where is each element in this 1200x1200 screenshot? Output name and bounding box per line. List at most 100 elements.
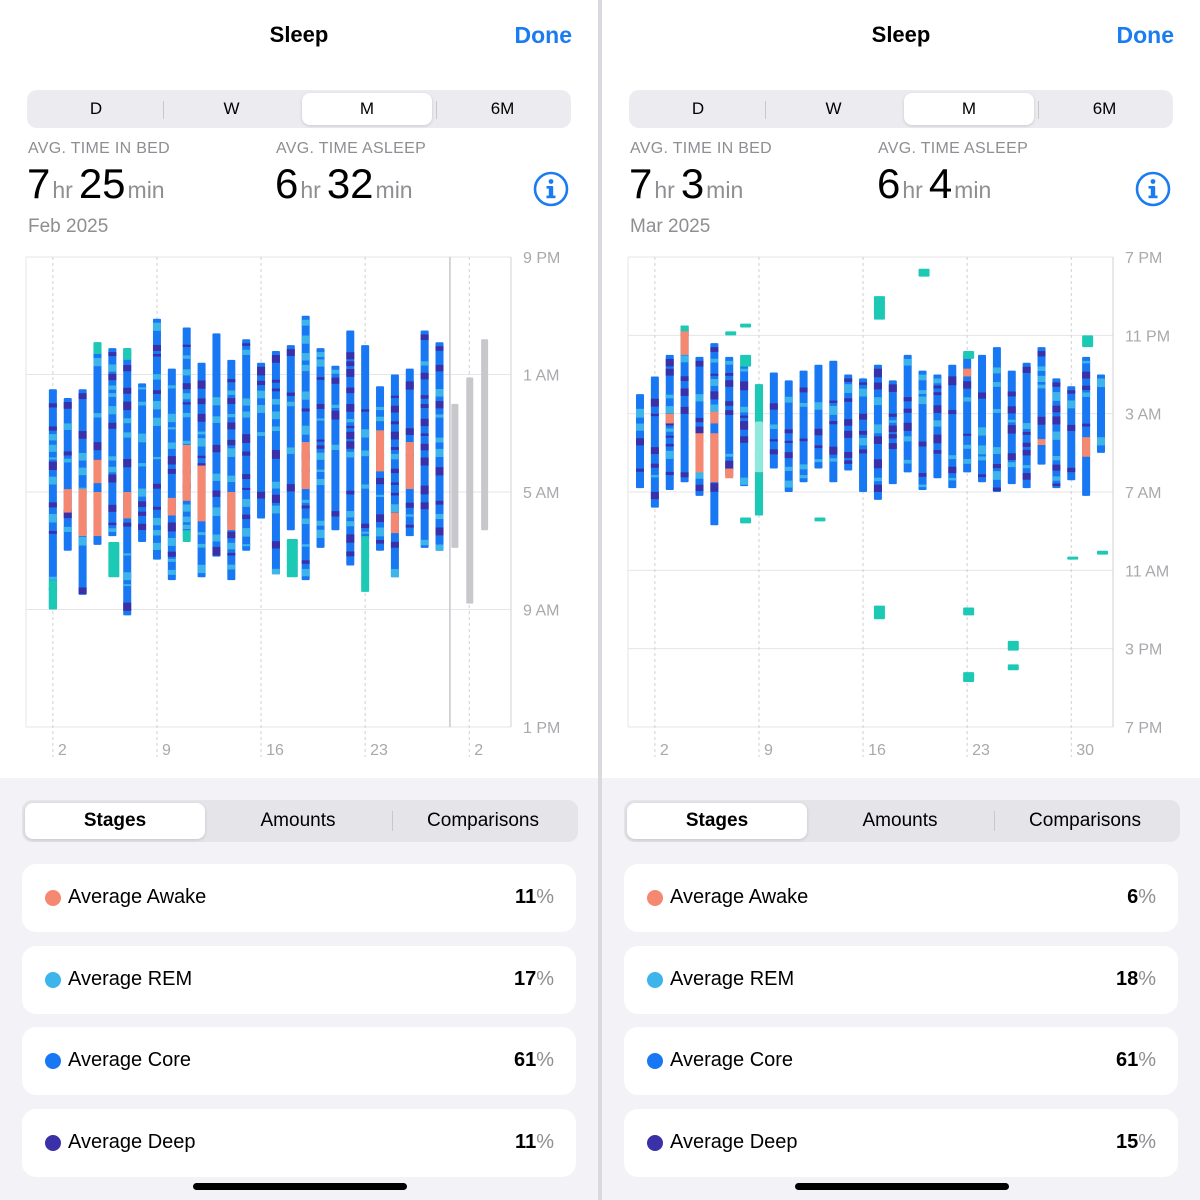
sleep-bar-day-5[interactable] (93, 342, 102, 545)
rem-segment (197, 564, 206, 574)
sleep-bar-day-21[interactable] (933, 374, 942, 479)
sleep-bar-day-18[interactable] (888, 380, 897, 485)
sleep-bar-day-30[interactable] (1067, 386, 1079, 560)
sleep-bar-day-31[interactable] (481, 339, 489, 531)
sleep-bar-day-12[interactable] (197, 362, 206, 578)
sleep-bar-day-18[interactable] (286, 345, 298, 578)
sleep-bar-day-27[interactable] (1022, 362, 1031, 489)
sleep-bar-day-27[interactable] (420, 330, 429, 548)
done-button[interactable]: Done (1116, 22, 1175, 48)
sleep-bar-day-8[interactable] (740, 323, 752, 524)
sleep-bar-day-3[interactable] (63, 398, 72, 551)
sleep-bar-day-26[interactable] (1007, 370, 1019, 671)
tab-comparisons[interactable]: Comparisons (427, 810, 539, 831)
stage-row-deep[interactable]: Average Deep 15% (624, 1108, 1178, 1177)
sleep-bar-day-19[interactable] (903, 354, 912, 473)
sleep-bar-day-30[interactable] (466, 377, 474, 604)
tab-stages[interactable]: Stages (25, 803, 205, 839)
sleep-bar-day-15[interactable] (242, 339, 251, 551)
sleep-bar-day-20[interactable] (918, 268, 930, 491)
info-circle-icon[interactable] (1134, 170, 1172, 208)
info-circle-icon[interactable] (532, 170, 570, 208)
sleep-bar-day-29[interactable] (1052, 378, 1061, 489)
sleep-bar-day-11[interactable] (784, 380, 793, 492)
sleep-bar-day-10[interactable] (769, 372, 778, 469)
rem-segment (212, 473, 221, 481)
sleep-bar-day-28[interactable] (435, 342, 444, 551)
sleep-bar-day-10[interactable] (167, 368, 176, 581)
sleep-bar-day-13[interactable] (212, 333, 221, 557)
sleep-bar-day-16[interactable] (859, 378, 868, 492)
sleep-bar-day-21[interactable] (331, 365, 340, 531)
sleep-bar-day-22[interactable] (948, 364, 957, 489)
sleep-bar-day-9[interactable] (754, 384, 763, 516)
sleep-bar-day-2[interactable] (48, 389, 57, 610)
stage-row-awake[interactable]: Average Awake 6% (624, 864, 1178, 932)
range-option-m[interactable]: M (302, 93, 432, 125)
range-option-m[interactable]: M (904, 93, 1034, 125)
tab-amounts[interactable]: Amounts (862, 810, 938, 831)
sleep-bar-day-23[interactable] (963, 351, 975, 682)
sleep-bar-day-24[interactable] (978, 354, 987, 483)
sleep-bar-day-14[interactable] (227, 359, 236, 581)
deep-segment (212, 490, 221, 497)
deep-segment (420, 433, 429, 436)
range-option-d[interactable]: D (89, 99, 103, 118)
sleep-bar-day-25[interactable] (390, 374, 399, 578)
sleep-bar-day-20[interactable] (316, 348, 325, 548)
sleep-bar-day-15[interactable] (844, 374, 853, 471)
deep-segment (963, 433, 972, 436)
range-option-w[interactable]: W (223, 99, 240, 118)
sleep-bar-day-13[interactable] (814, 364, 826, 522)
sleep-bar-day-23[interactable] (361, 345, 370, 592)
sleep-bar-day-29[interactable] (451, 403, 459, 548)
time-asleep-value: 6hr 32min (275, 160, 419, 208)
sleep-bar-day-9[interactable] (152, 318, 161, 560)
sleep-bar-day-26[interactable] (405, 368, 414, 537)
percent-sign: % (1138, 967, 1156, 990)
sleep-bar-day-4[interactable] (680, 325, 689, 483)
sleep-bar-day-22[interactable] (346, 330, 355, 566)
tab-amounts[interactable]: Amounts (260, 810, 336, 831)
sleep-bar-day-25[interactable] (992, 347, 1001, 492)
stage-row-rem[interactable]: Average REM 18% (624, 945, 1178, 1014)
stage-row-core[interactable]: Average Core 61% (624, 1027, 1178, 1095)
stage-row-awake[interactable]: Average Awake 11% (22, 864, 576, 932)
stage-row-rem[interactable]: Average REM 17% (22, 945, 576, 1014)
sleep-bar-day-14[interactable] (829, 360, 838, 483)
sleep-bar-day-5[interactable] (695, 356, 704, 496)
sleep-bar-day-19[interactable] (301, 315, 310, 581)
sleep-bar-day-7[interactable] (123, 348, 132, 616)
sleep-bar-day-3[interactable] (665, 354, 674, 491)
sleep-bar-day-32[interactable] (1097, 374, 1108, 555)
done-button[interactable]: Done (514, 22, 573, 48)
sleep-bar-day-31[interactable] (1082, 335, 1094, 496)
sleep-bar-day-8[interactable] (138, 383, 147, 542)
sleep-bar-day-17[interactable] (271, 351, 280, 575)
sleep-bar-day-28[interactable] (1037, 347, 1046, 465)
range-option-6m[interactable]: 6M (490, 99, 515, 118)
sleep-bar-day-12[interactable] (799, 370, 808, 483)
sleep-chart: 9 PM 1 AM 5 AM 9 AM 1 PM 2 9 16 23 2 (25, 250, 560, 759)
rem-segment (873, 477, 882, 482)
percentage-value: 11 (515, 1130, 537, 1153)
sleep-bar-day-11[interactable] (182, 327, 191, 542)
sleep-bar-day-17[interactable] (873, 296, 885, 620)
sleep-bar-day-6[interactable] (108, 348, 120, 578)
sleep-bar-day-4[interactable] (78, 389, 87, 595)
deep-segment (78, 587, 87, 594)
range-option-6m[interactable]: 6M (1092, 99, 1117, 118)
sleep-bar-day-16[interactable] (257, 362, 266, 519)
range-option-d[interactable]: D (691, 99, 705, 118)
tab-comparisons[interactable]: Comparisons (1029, 810, 1141, 831)
sleep-bar-day-6[interactable] (710, 343, 719, 526)
sleep-bar-day-2[interactable] (650, 376, 659, 508)
stage-row-deep[interactable]: Average Deep 11% (22, 1108, 576, 1177)
deep-segment (814, 428, 823, 436)
sleep-bar-day-1[interactable] (636, 394, 644, 489)
sleep-bar-day-7[interactable] (725, 331, 737, 479)
range-option-w[interactable]: W (825, 99, 842, 118)
stage-row-core[interactable]: Average Core 61% (22, 1027, 576, 1095)
sleep-bar-day-24[interactable] (376, 386, 385, 551)
tab-stages[interactable]: Stages (627, 803, 807, 839)
